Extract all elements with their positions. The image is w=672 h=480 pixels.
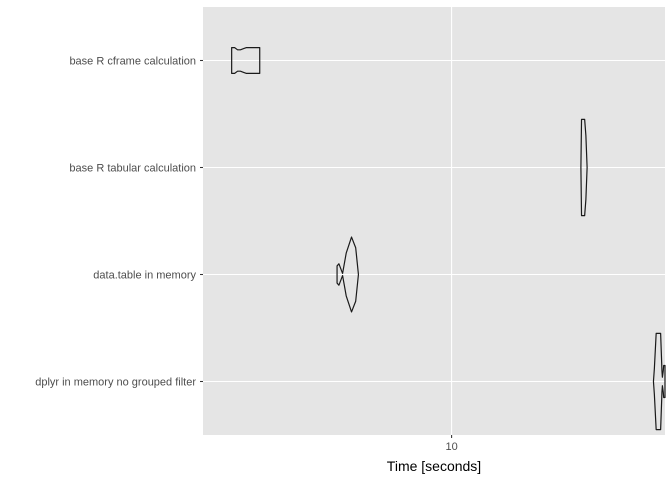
y-axis: base R cframe calculation base R tabular … <box>35 56 203 389</box>
x-tick-label: 10 <box>445 441 457 453</box>
y-tick-label: data.table in memory <box>93 270 196 282</box>
x-axis-title: Time [seconds] <box>387 458 481 474</box>
violin-dplyr-in-memory-no-grouped-filter <box>652 332 666 431</box>
violin-data-table-in-memory <box>336 236 360 313</box>
y-tick-label: base R tabular calculation <box>69 163 196 175</box>
x-axis: 10 <box>445 435 458 453</box>
violin-base-r-tabular-calculation <box>580 118 588 217</box>
y-tick-label: base R cframe calculation <box>69 56 196 68</box>
grid-lines <box>203 7 665 435</box>
violins <box>231 47 666 431</box>
plot-panel <box>203 7 665 435</box>
y-tick-label: dplyr in memory no grouped filter <box>35 377 196 389</box>
violin-base-r-cframe-calculation <box>231 47 261 74</box>
